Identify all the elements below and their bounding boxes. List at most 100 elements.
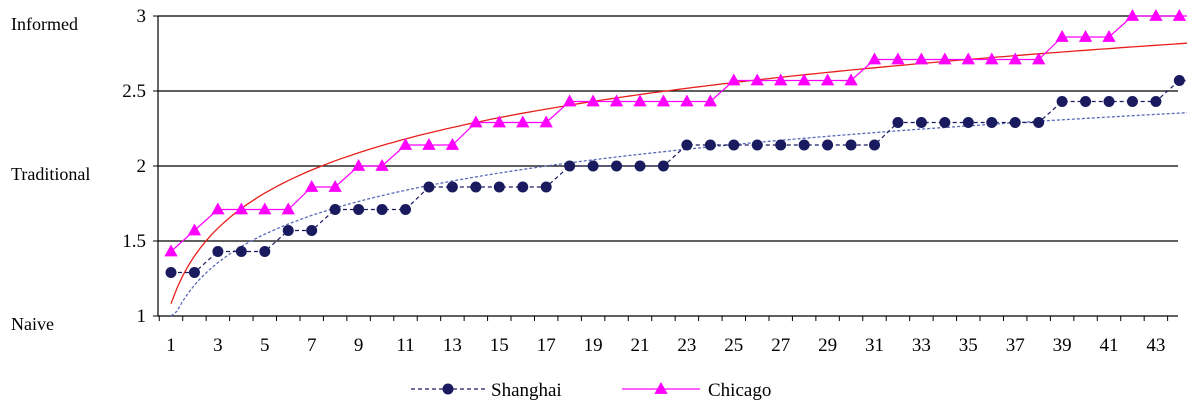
x-tick-label: 17 <box>537 335 556 356</box>
x-tick-label: 31 <box>865 335 884 356</box>
data-point-shanghai <box>634 160 646 172</box>
x-tick-label: 9 <box>354 335 364 356</box>
data-point-shanghai <box>212 246 224 257</box>
data-point-chicago <box>867 52 882 65</box>
data-point-chicago <box>1149 9 1163 21</box>
x-tick-label: 37 <box>1006 335 1025 356</box>
x-tick-label: 7 <box>307 335 317 356</box>
data-point-shanghai <box>1033 117 1045 128</box>
data-point-chicago <box>1055 30 1069 42</box>
data-point-shanghai <box>400 204 411 215</box>
series-line-shanghai <box>171 79 1187 274</box>
data-point-shanghai <box>376 204 388 215</box>
data-point-chicago <box>398 138 413 150</box>
data-point-chicago <box>187 223 202 236</box>
data-point-chicago <box>938 52 952 65</box>
data-point-chicago <box>844 73 858 86</box>
data-point-chicago <box>281 202 295 215</box>
x-tick-label: 43 <box>1146 335 1165 356</box>
x-tick-label: 41 <box>1100 335 1119 356</box>
legend: Shanghai Chicago <box>411 380 771 401</box>
data-point-chicago <box>727 73 741 86</box>
trendline-shanghai <box>170 112 1187 317</box>
data-point-shanghai <box>845 139 857 151</box>
data-point-chicago <box>211 202 225 215</box>
data-point-chicago <box>164 244 178 257</box>
data-point-shanghai <box>611 160 623 172</box>
data-point-chicago <box>914 52 929 65</box>
data-point-shanghai <box>657 160 669 172</box>
x-tick-label: 29 <box>818 335 837 356</box>
data-point-chicago <box>750 73 764 86</box>
data-point-chicago <box>586 94 600 107</box>
data-point-chicago <box>820 73 835 86</box>
data-point-shanghai <box>282 225 294 236</box>
data-point-chicago <box>985 52 999 65</box>
data-point-shanghai <box>259 246 271 257</box>
trendlines <box>170 42 1187 317</box>
x-tick-label: 35 <box>959 335 978 356</box>
legend-marker-shanghai <box>442 383 454 395</box>
data-point-shanghai <box>329 204 341 215</box>
data-point-shanghai <box>869 139 880 151</box>
y-category-labels: Informed Traditional Naive <box>11 14 90 334</box>
data-point-shanghai <box>540 181 552 193</box>
data-point-chicago <box>1008 52 1022 65</box>
data-point-shanghai <box>751 139 763 151</box>
y-category-label: Naive <box>11 314 54 334</box>
data-point-shanghai <box>939 117 951 128</box>
data-point-shanghai <box>1056 96 1068 107</box>
data-point-chicago <box>539 115 553 128</box>
data-point-chicago <box>445 138 460 150</box>
data-point-chicago <box>1032 52 1046 65</box>
data-point-shanghai <box>587 160 599 172</box>
data-point-shanghai <box>1126 96 1138 107</box>
x-tick-label: 5 <box>260 335 270 356</box>
y-tick-label: 1.5 <box>122 231 146 252</box>
data-point-chicago <box>703 94 717 107</box>
x-tick-label: 39 <box>1053 335 1072 356</box>
data-point-chicago <box>633 94 647 107</box>
data-point-shanghai <box>564 160 576 172</box>
data-point-chicago <box>1102 30 1116 42</box>
data-point-shanghai <box>470 181 482 193</box>
data-point-chicago <box>961 52 975 65</box>
data-point-shanghai <box>493 181 505 193</box>
data-point-shanghai <box>1009 117 1021 128</box>
data-point-chicago <box>516 115 530 128</box>
series-line-chicago <box>170 15 1187 252</box>
data-point-shanghai <box>775 139 787 151</box>
x-tick-label: 27 <box>771 335 790 356</box>
x-tick-label: 33 <box>912 335 931 356</box>
y-tick-label: 3 <box>137 6 147 27</box>
data-point-shanghai <box>892 117 904 128</box>
axes <box>153 15 1178 321</box>
data-point-shanghai <box>915 117 927 128</box>
data-point-shanghai <box>1103 96 1115 107</box>
legend-label-chicago: Chicago <box>708 380 771 401</box>
data-point-shanghai <box>962 117 974 128</box>
data-point-shanghai <box>1150 96 1162 107</box>
y-tick-label: 2 <box>137 156 147 177</box>
data-point-chicago <box>351 159 366 171</box>
data-point-chicago <box>609 94 624 107</box>
x-tick-labels: 1357911131517192123252729313335373941434… <box>166 335 1165 356</box>
data-point-chicago <box>375 159 389 171</box>
data-point-shanghai <box>165 267 177 278</box>
data-point-chicago <box>258 202 272 215</box>
data-point-shanghai <box>235 246 247 257</box>
data-point-shanghai <box>704 139 716 151</box>
x-tick-label: 21 <box>631 335 650 356</box>
data-point-chicago <box>305 180 319 192</box>
data-point-chicago <box>469 115 483 128</box>
trendline-chicago <box>170 42 1187 304</box>
data-point-chicago <box>234 202 248 215</box>
data-point-chicago <box>328 180 342 192</box>
data-point-chicago <box>1172 9 1186 21</box>
x-tick-label: 15 <box>490 335 509 356</box>
data-point-chicago <box>422 138 436 150</box>
data-point-shanghai <box>353 204 365 215</box>
data-point-chicago <box>680 94 694 107</box>
legend-marker-chicago <box>654 382 668 394</box>
data-point-shanghai <box>446 181 458 193</box>
